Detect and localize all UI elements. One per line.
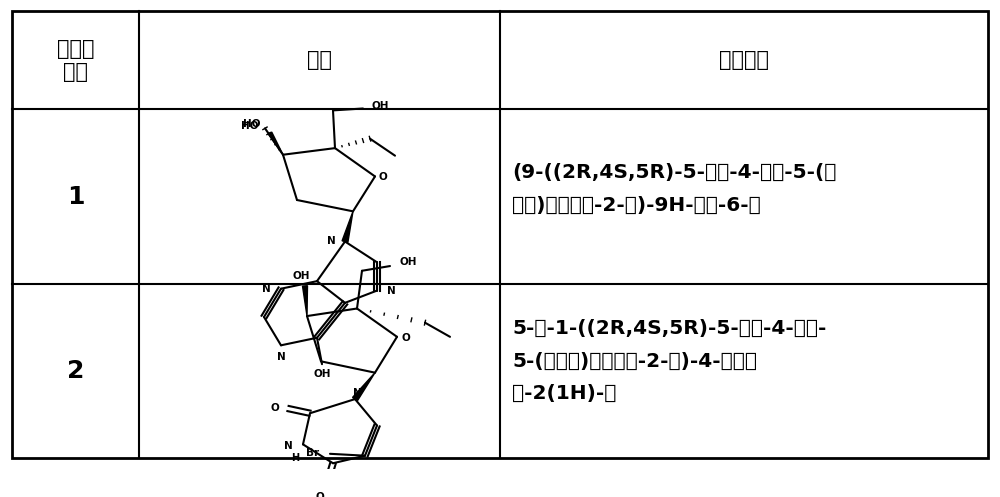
Text: O: O xyxy=(316,492,324,497)
Text: OH: OH xyxy=(292,271,310,281)
Text: 化学名称: 化学名称 xyxy=(719,50,769,71)
Text: 1: 1 xyxy=(67,184,84,209)
Text: OH: OH xyxy=(313,369,331,379)
Text: O: O xyxy=(379,172,387,182)
Text: 2: 2 xyxy=(67,358,84,383)
Text: OH: OH xyxy=(372,101,390,111)
Polygon shape xyxy=(353,373,375,401)
Text: 化合物
编号: 化合物 编号 xyxy=(57,39,94,82)
Text: N: N xyxy=(353,389,361,399)
Text: N: N xyxy=(277,352,285,362)
Text: HO: HO xyxy=(240,121,258,131)
Text: OH: OH xyxy=(400,257,418,267)
Text: O: O xyxy=(402,333,410,343)
Text: Br: Br xyxy=(306,448,319,458)
Text: N: N xyxy=(387,286,396,296)
Text: 结构: 结构 xyxy=(307,50,332,71)
Text: (9-((2R,4S,5R)-5-乙基-4-羟基-5-(羟
甲基)四氢呋喃-2-基)-9H-嘌呤-6-醇: (9-((2R,4S,5R)-5-乙基-4-羟基-5-(羟 甲基)四氢呋喃-2-… xyxy=(512,163,836,215)
Polygon shape xyxy=(342,211,353,242)
Text: O: O xyxy=(270,403,279,413)
Text: N: N xyxy=(284,441,293,451)
Polygon shape xyxy=(303,286,307,316)
Text: H: H xyxy=(291,453,299,463)
Polygon shape xyxy=(268,132,283,155)
Text: N: N xyxy=(327,236,336,246)
Text: 5-溴-1-((2R,4S,5R)-5-乙基-4-羟基-
5-(羟甲基)四氢呋喃-2-基)-4-羟基嘧
啶-2(1H)-酮: 5-溴-1-((2R,4S,5R)-5-乙基-4-羟基- 5-(羟甲基)四氢呋喃… xyxy=(512,319,826,403)
Text: HO: HO xyxy=(242,119,260,129)
Text: N: N xyxy=(262,284,271,294)
